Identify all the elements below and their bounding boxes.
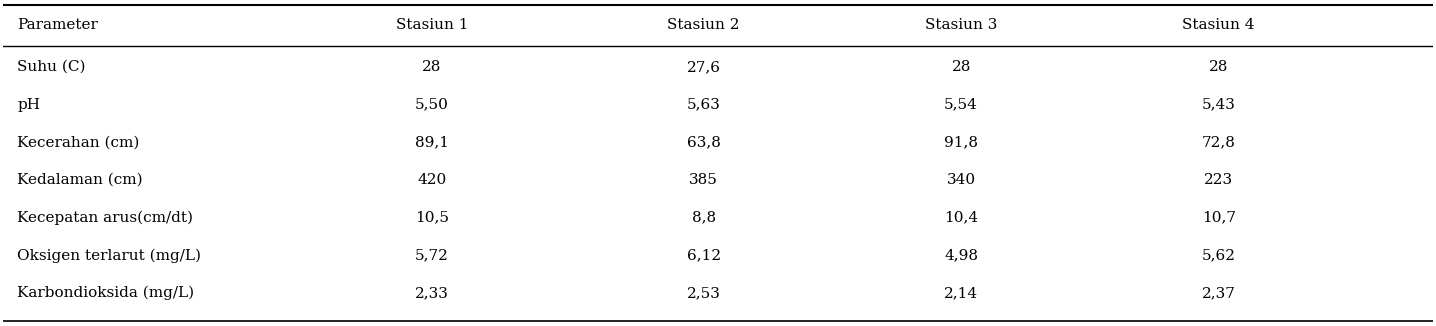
Text: 5,50: 5,50 xyxy=(415,97,449,111)
Text: 89,1: 89,1 xyxy=(415,135,449,149)
Text: 6,12: 6,12 xyxy=(686,248,721,262)
Text: 8,8: 8,8 xyxy=(692,211,715,225)
Text: 4,98: 4,98 xyxy=(945,248,978,262)
Text: 28: 28 xyxy=(1209,60,1228,74)
Text: 420: 420 xyxy=(418,173,447,187)
Text: 2,53: 2,53 xyxy=(686,286,721,300)
Text: 28: 28 xyxy=(422,60,442,74)
Text: 10,7: 10,7 xyxy=(1202,211,1235,225)
Text: 385: 385 xyxy=(689,173,718,187)
Text: Kecepatan arus(cm/dt): Kecepatan arus(cm/dt) xyxy=(17,211,192,225)
Text: 223: 223 xyxy=(1205,173,1234,187)
Text: Oksigen terlarut (mg/L): Oksigen terlarut (mg/L) xyxy=(17,248,201,262)
Text: Kedalaman (cm): Kedalaman (cm) xyxy=(17,173,142,187)
Text: 5,62: 5,62 xyxy=(1202,248,1235,262)
Text: 2,33: 2,33 xyxy=(415,286,449,300)
Text: 91,8: 91,8 xyxy=(945,135,978,149)
Text: 5,63: 5,63 xyxy=(686,97,721,111)
Text: 27,6: 27,6 xyxy=(686,60,721,74)
Text: 5,54: 5,54 xyxy=(945,97,978,111)
Text: pH: pH xyxy=(17,97,40,111)
Text: Kecerahan (cm): Kecerahan (cm) xyxy=(17,135,139,149)
Text: Stasiun 3: Stasiun 3 xyxy=(925,18,998,32)
Text: 5,43: 5,43 xyxy=(1202,97,1235,111)
Text: 28: 28 xyxy=(952,60,971,74)
Text: 340: 340 xyxy=(946,173,975,187)
Text: 2,37: 2,37 xyxy=(1202,286,1235,300)
Text: 2,14: 2,14 xyxy=(943,286,978,300)
Text: 10,4: 10,4 xyxy=(943,211,978,225)
Text: Parameter: Parameter xyxy=(17,18,98,32)
Text: Stasiun 4: Stasiun 4 xyxy=(1182,18,1255,32)
Text: Stasiun 1: Stasiun 1 xyxy=(396,18,468,32)
Text: Stasiun 2: Stasiun 2 xyxy=(668,18,740,32)
Text: 10,5: 10,5 xyxy=(415,211,449,225)
Text: Suhu (C): Suhu (C) xyxy=(17,60,86,74)
Text: 5,72: 5,72 xyxy=(415,248,449,262)
Text: 72,8: 72,8 xyxy=(1202,135,1235,149)
Text: 63,8: 63,8 xyxy=(686,135,721,149)
Text: Karbondioksida (mg/L): Karbondioksida (mg/L) xyxy=(17,286,194,300)
